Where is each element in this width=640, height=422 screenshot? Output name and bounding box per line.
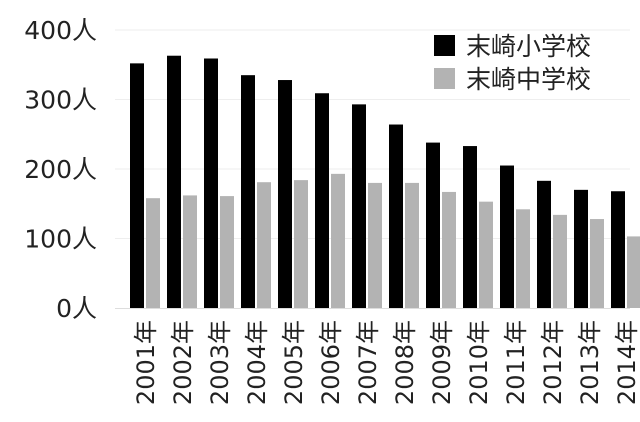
y-tick-label: 100人 — [24, 225, 97, 254]
x-tick-label: 2001年 — [132, 320, 160, 405]
bar-elementary-2012年 — [537, 180, 551, 308]
bar-junior-high-2012年 — [553, 214, 567, 308]
x-tick-label: 2006年 — [317, 320, 345, 405]
x-tick-label: 2009年 — [428, 320, 456, 405]
y-tick-label: 400人 — [24, 16, 97, 45]
bar-junior-high-2009年 — [442, 191, 456, 308]
x-tick-label: 2013年 — [576, 320, 604, 405]
bar-elementary-2004年 — [241, 75, 255, 308]
bar-elementary-2006年 — [315, 93, 329, 309]
bar-junior-high-2006年 — [331, 173, 345, 308]
legend-label-junior-high: 末崎中学校 — [466, 65, 591, 94]
bar-junior-high-2013年 — [590, 219, 604, 308]
bar-junior-high-2014年 — [627, 236, 640, 308]
x-tick-label: 2005年 — [280, 320, 308, 405]
legend: 末崎小学校 末崎中学校 — [434, 32, 591, 94]
bar-elementary-2010年 — [463, 146, 477, 308]
bar-junior-high-2005年 — [294, 180, 308, 308]
bar-elementary-2009年 — [426, 142, 440, 308]
bar-elementary-2013年 — [574, 189, 588, 308]
x-tick-label: 2004年 — [243, 320, 271, 405]
bars — [130, 55, 640, 309]
bar-junior-high-2003年 — [220, 196, 234, 308]
legend-label-elementary: 末崎小学校 — [466, 32, 591, 61]
y-tick-label: 200人 — [24, 155, 97, 184]
bar-elementary-2003年 — [204, 58, 218, 309]
bar-junior-high-2008年 — [405, 182, 419, 308]
y-tick-label: 300人 — [24, 86, 97, 115]
x-tick-label: 2007年 — [354, 320, 382, 405]
x-tick-label: 2008年 — [391, 320, 419, 405]
bar-junior-high-2001年 — [146, 198, 160, 308]
x-tick-label: 2012年 — [539, 320, 567, 405]
bar-junior-high-2004年 — [257, 182, 271, 308]
x-tick-label: 2010年 — [465, 320, 493, 405]
x-tick-label: 2003年 — [206, 320, 234, 405]
bar-junior-high-2002年 — [183, 195, 197, 308]
bar-junior-high-2011年 — [516, 209, 530, 308]
y-tick-label: 0人 — [56, 294, 97, 323]
bar-junior-high-2010年 — [479, 201, 493, 308]
bar-junior-high-2007年 — [368, 182, 382, 308]
bar-elementary-2011年 — [500, 165, 514, 308]
bar-elementary-2007年 — [352, 104, 366, 309]
bar-elementary-2005年 — [278, 80, 292, 308]
bar-elementary-2001年 — [130, 63, 144, 308]
x-axis: 2001年 2002年 2003年 2004年 2005年 2006年 2007年 2008年… — [132, 320, 640, 405]
x-tick-label: 2011年 — [502, 320, 530, 405]
y-axis: 0人 100人 200人 300人 400人 — [24, 16, 97, 323]
x-tick-label: 2014年 — [613, 320, 640, 405]
bar-elementary-2014年 — [611, 191, 625, 308]
x-tick-label: 2002年 — [169, 320, 197, 405]
legend-swatch-elementary — [434, 35, 455, 56]
bar-elementary-2008年 — [389, 124, 403, 309]
bar-elementary-2002年 — [167, 55, 181, 309]
legend-swatch-junior-high — [434, 68, 455, 89]
